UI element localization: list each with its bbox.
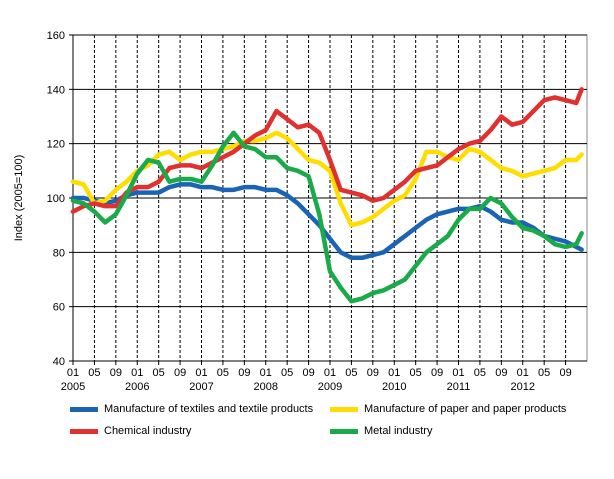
legend-item-chemical: Chemical industry [70, 425, 191, 437]
y-tick-label: 120 [47, 139, 65, 151]
x-year-label: 2011 [447, 381, 471, 393]
legend-swatch [70, 406, 98, 412]
x-tick-label: 01 [131, 367, 143, 379]
series-line-2 [70, 87, 584, 214]
x-year-label: 2009 [318, 381, 342, 393]
x-tick-label: 01 [517, 367, 529, 379]
legend-label: Metal industry [364, 425, 433, 437]
y-tick-label: 40 [53, 356, 65, 368]
x-tick-label: 01 [260, 367, 272, 379]
legend-swatch [70, 428, 98, 434]
y-tick-label: 60 [53, 302, 65, 314]
x-year-label: 2007 [189, 381, 213, 393]
x-tick-label: 05 [538, 367, 550, 379]
x-tick-label: 09 [367, 367, 379, 379]
x-tick-label: 01 [324, 367, 336, 379]
series-line-1 [70, 130, 584, 228]
x-tick-label: 01 [67, 367, 79, 379]
x-tick-label: 09 [110, 367, 122, 379]
x-tick-label: 09 [559, 367, 571, 379]
x-tick-label: 05 [88, 367, 100, 379]
y-tick-label: 160 [47, 30, 65, 42]
x-tick-label: 01 [195, 367, 207, 379]
legend-label: Chemical industry [104, 425, 192, 437]
legend-item-paper: Manufacture of paper and paper products [330, 403, 566, 415]
y-tick-label: 100 [47, 193, 65, 205]
x-tick-label: 05 [410, 367, 422, 379]
x-tick-label: 05 [281, 367, 293, 379]
x-tick-label: 09 [238, 367, 250, 379]
x-year-label: 2006 [125, 381, 149, 393]
x-tick-label: 09 [302, 367, 314, 379]
legend-item-textiles: Manufacture of textiles and textile prod… [70, 403, 313, 415]
legend-label: Manufacture of textiles and textile prod… [104, 403, 314, 415]
y-tick-label: 140 [47, 84, 65, 96]
x-tick-label: 01 [452, 367, 464, 379]
y-tick-label: 80 [53, 247, 65, 259]
x-tick-label: 09 [495, 367, 507, 379]
y-axis-label: Index (2005=100) [13, 155, 25, 242]
x-year-label: 2010 [382, 381, 406, 393]
x-year-label: 2005 [61, 381, 85, 393]
x-tick-label: 05 [345, 367, 357, 379]
x-year-label: 2012 [511, 381, 535, 393]
x-tick-label: 05 [153, 367, 165, 379]
series-line-0 [70, 182, 584, 261]
x-tick-label: 09 [431, 367, 443, 379]
legend-item-metal: Metal industry [330, 425, 432, 437]
legend-label: Manufacture of paper and paper products [364, 403, 567, 415]
x-tick-label: 05 [217, 367, 229, 379]
x-tick-label: 05 [474, 367, 486, 379]
legend-swatch [330, 428, 358, 434]
legend-swatch [330, 406, 358, 412]
x-year-label: 2008 [254, 381, 278, 393]
x-tick-label: 01 [388, 367, 400, 379]
series-line-3 [70, 130, 584, 304]
x-tick-label: 09 [174, 367, 186, 379]
